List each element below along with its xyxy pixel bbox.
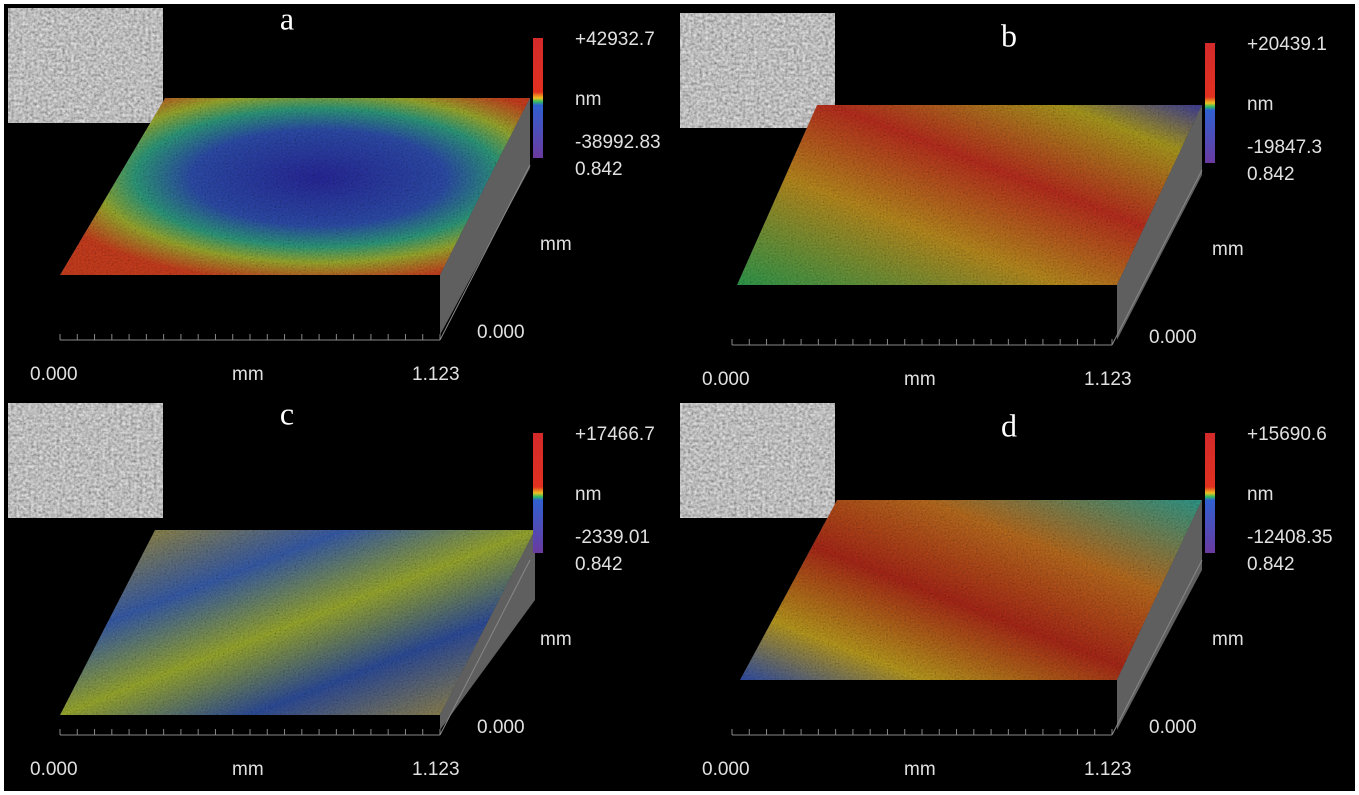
z-max-label: +42932.7 [575, 29, 655, 50]
x-max-label: 1.123 [1084, 759, 1132, 780]
surface-side [440, 98, 530, 335]
y-unit-label: mm [1212, 239, 1244, 260]
color-bar [533, 433, 543, 553]
z-max-label: +20439.1 [1247, 34, 1327, 55]
z-unit-label: nm [1247, 94, 1273, 115]
y-unit-label: mm [540, 234, 572, 255]
y-max-label: 0.842 [575, 159, 623, 180]
x-unit-label: mm [904, 759, 936, 780]
x-max-label: 1.123 [412, 364, 460, 385]
x-min-label: 0.000 [702, 369, 750, 390]
surface-side [1117, 500, 1202, 730]
x-min-label: 0.000 [30, 759, 78, 780]
y-min-label: 0.000 [477, 717, 525, 738]
surface-side [1117, 105, 1202, 340]
y-axis [439, 559, 531, 736]
z-min-label: -2339.01 [575, 527, 650, 548]
z-max-label: +17466.7 [575, 424, 655, 445]
x-min-label: 0.000 [702, 759, 750, 780]
x-unit-label: mm [232, 759, 264, 780]
x-min-label: 0.000 [30, 364, 78, 385]
sem-inset [8, 403, 163, 518]
y-unit-label: mm [1212, 629, 1244, 650]
surface [60, 98, 530, 275]
y-min-label: 0.000 [477, 322, 525, 343]
panel-label: a [280, 0, 294, 36]
sem-inset [8, 8, 163, 123]
panel-label: b [1001, 17, 1017, 53]
z-unit-label: nm [575, 89, 601, 110]
x-max-label: 1.123 [1084, 369, 1132, 390]
y-min-label: 0.000 [1149, 717, 1197, 738]
z-min-label: -38992.83 [575, 132, 661, 153]
x-max-label: 1.123 [412, 759, 460, 780]
y-unit-label: mm [540, 629, 572, 650]
surface [740, 500, 1202, 680]
y-max-label: 0.842 [1247, 164, 1295, 185]
sem-inset [680, 403, 835, 518]
y-min-label: 0.000 [1149, 327, 1197, 348]
z-unit-label: nm [575, 484, 601, 505]
surface [737, 105, 1202, 285]
y-axis [1111, 559, 1203, 736]
color-bar [1205, 43, 1215, 163]
x-unit-label: mm [904, 369, 936, 390]
sem-inset [680, 13, 835, 128]
surface-side [440, 530, 535, 730]
color-bar [1205, 433, 1215, 553]
panel-label: c [280, 395, 294, 431]
surface [60, 530, 535, 715]
z-min-label: -19847.3 [1247, 137, 1322, 158]
x-unit-label: mm [232, 364, 264, 385]
y-axis [439, 164, 531, 341]
z-unit-label: nm [1247, 484, 1273, 505]
z-max-label: +15690.6 [1247, 424, 1327, 445]
color-bar [533, 38, 543, 158]
y-max-label: 0.842 [1247, 554, 1295, 575]
z-min-label: -12408.35 [1247, 527, 1333, 548]
panel-label: d [1001, 407, 1017, 443]
y-axis [1111, 169, 1203, 346]
y-max-label: 0.842 [575, 554, 623, 575]
